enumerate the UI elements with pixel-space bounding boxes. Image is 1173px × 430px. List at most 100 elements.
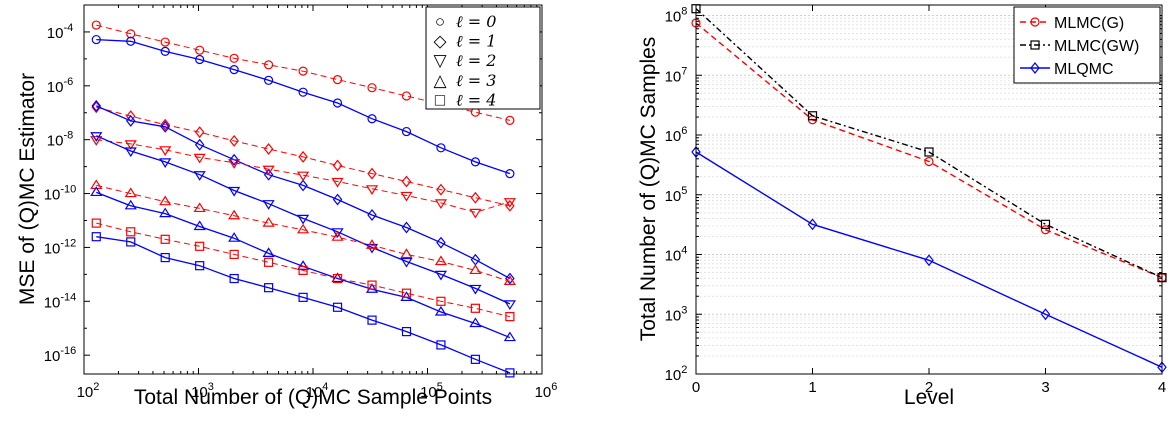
- data-point: [400, 257, 413, 268]
- data-point: [125, 114, 136, 127]
- data-point: [297, 260, 310, 270]
- data-point: [195, 261, 205, 271]
- data-point: [434, 270, 448, 281]
- data-point: [298, 150, 308, 163]
- data-point: [298, 265, 308, 276]
- data-point: [470, 354, 481, 364]
- data-point: [367, 209, 377, 221]
- data-point: [436, 183, 446, 196]
- mse-chart-legend: ○ ℓ = 0 ◇ ℓ = 1 ▽ ℓ = 2 △ ℓ = 3 □ ℓ = 4: [425, 6, 541, 110]
- y-tick-label: 102: [665, 364, 688, 384]
- series-line: [96, 191, 511, 339]
- data-point: [436, 296, 446, 306]
- data-point: [807, 111, 818, 121]
- data-point: [401, 126, 412, 137]
- series-level-0-qmc: [91, 34, 515, 179]
- data-point: [469, 284, 482, 295]
- data-point: [469, 264, 482, 275]
- data-point: [160, 118, 170, 131]
- data-point: [331, 228, 344, 238]
- data-point: [228, 232, 241, 242]
- data-point: [436, 143, 446, 153]
- data-point: [434, 305, 448, 316]
- samples-chart-series: [691, 4, 1167, 374]
- data-point: [400, 191, 413, 202]
- data-point: [401, 288, 412, 298]
- data-point: [229, 64, 239, 75]
- data-point: [503, 198, 516, 208]
- legend-symbol-square: □: [435, 90, 445, 109]
- data-point: [159, 195, 172, 206]
- data-point: [331, 177, 344, 188]
- data-point: [264, 75, 274, 85]
- data-point: [332, 75, 343, 85]
- data-point: [263, 168, 274, 181]
- data-point: [924, 254, 934, 267]
- x-tick-label: 104: [306, 381, 329, 401]
- data-point: [298, 292, 308, 302]
- data-point: [470, 157, 481, 167]
- data-point: [91, 99, 102, 112]
- data-point: [400, 291, 413, 301]
- y-tick-label: 10-8: [47, 130, 73, 150]
- data-point: [195, 54, 205, 65]
- data-point: [297, 223, 310, 234]
- data-point: [159, 207, 172, 218]
- y-tick-label: 108: [665, 6, 688, 26]
- y-tick-label: 10-14: [44, 291, 77, 311]
- data-point: [505, 368, 515, 378]
- data-point: [298, 66, 308, 76]
- legend-symbol-circle: ○: [435, 12, 445, 31]
- data-point: [124, 147, 137, 158]
- series-line: [96, 139, 511, 213]
- series-line: [96, 38, 511, 175]
- data-point: [434, 255, 448, 266]
- y-tick-label: 10-10: [44, 184, 77, 204]
- y-tick-label: 106: [665, 125, 688, 145]
- data-point: [160, 120, 170, 133]
- legend-label: ℓ = 4: [456, 90, 496, 109]
- data-point: [367, 280, 377, 290]
- data-point: [124, 199, 137, 210]
- data-point: [924, 156, 934, 167]
- mse-chart: 102 103 104 105 106 10-4 10-6 10-8 10-10 10-12 10-…: [16, 4, 557, 409]
- series-level-3-mc: [90, 179, 516, 285]
- data-point: [195, 45, 205, 55]
- data-point: [505, 199, 515, 212]
- data-point: [436, 340, 446, 350]
- legend-label: ℓ = 3: [456, 71, 496, 90]
- data-point: [228, 159, 241, 169]
- data-point: [90, 132, 103, 142]
- x-tick-label: 2: [925, 379, 933, 396]
- data-point: [505, 272, 515, 285]
- data-point: [262, 200, 275, 210]
- data-point: [505, 115, 515, 125]
- data-point: [229, 134, 239, 147]
- data-point: [91, 232, 101, 242]
- data-point: [469, 317, 482, 328]
- samples-chart-y-axis-title: Total Number of (Q)MC Samples: [637, 37, 660, 342]
- data-point: [194, 126, 205, 139]
- legend-symbol-diamond: ◇: [433, 32, 447, 51]
- legend-label: ℓ = 1: [456, 32, 496, 51]
- data-point: [195, 241, 205, 251]
- data-point: [159, 158, 172, 169]
- data-point: [228, 209, 241, 220]
- data-point: [401, 221, 412, 234]
- data-point: [194, 138, 205, 151]
- series-line: [695, 151, 1163, 368]
- series-level-4-mc: [91, 218, 515, 322]
- x-tick-label: 105: [420, 381, 443, 401]
- data-point: [262, 216, 275, 227]
- data-point: [297, 214, 310, 225]
- data-point: [90, 186, 103, 197]
- data-point: [297, 171, 310, 182]
- data-point: [332, 98, 343, 108]
- data-point: [264, 60, 274, 70]
- legend-label: MLMC(G): [1054, 15, 1124, 32]
- y-tick-label: 10-4: [47, 22, 73, 42]
- data-point: [160, 252, 170, 263]
- series-level-1-mc: [91, 101, 515, 212]
- x-tick-label: 1: [808, 379, 816, 396]
